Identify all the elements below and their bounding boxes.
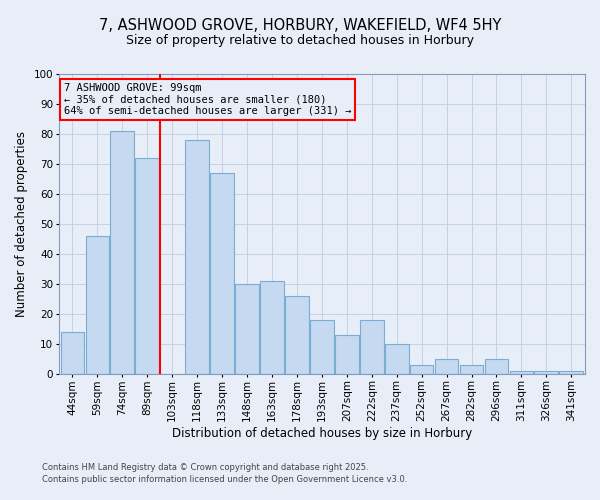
Bar [61, 332, 85, 374]
Text: Contains HM Land Registry data © Crown copyright and database right 2025.: Contains HM Land Registry data © Crown c… [42, 464, 368, 472]
Bar [210, 173, 234, 374]
Bar [435, 359, 458, 374]
Bar [559, 371, 583, 374]
Bar [285, 296, 309, 374]
Bar [110, 131, 134, 374]
Bar [136, 158, 159, 374]
Text: 7, ASHWOOD GROVE, HORBURY, WAKEFIELD, WF4 5HY: 7, ASHWOOD GROVE, HORBURY, WAKEFIELD, WF… [99, 18, 501, 32]
Bar [535, 371, 558, 374]
Bar [360, 320, 383, 374]
Bar [86, 236, 109, 374]
X-axis label: Distribution of detached houses by size in Horbury: Distribution of detached houses by size … [172, 427, 472, 440]
Bar [385, 344, 409, 374]
Bar [410, 365, 433, 374]
Bar [460, 365, 484, 374]
Text: Size of property relative to detached houses in Horbury: Size of property relative to detached ho… [126, 34, 474, 47]
Bar [260, 281, 284, 374]
Text: Contains public sector information licensed under the Open Government Licence v3: Contains public sector information licen… [42, 475, 407, 484]
Bar [509, 371, 533, 374]
Bar [485, 359, 508, 374]
Bar [310, 320, 334, 374]
Y-axis label: Number of detached properties: Number of detached properties [15, 131, 28, 317]
Bar [235, 284, 259, 374]
Bar [185, 140, 209, 374]
Text: 7 ASHWOOD GROVE: 99sqm
← 35% of detached houses are smaller (180)
64% of semi-de: 7 ASHWOOD GROVE: 99sqm ← 35% of detached… [64, 83, 352, 116]
Bar [335, 335, 359, 374]
